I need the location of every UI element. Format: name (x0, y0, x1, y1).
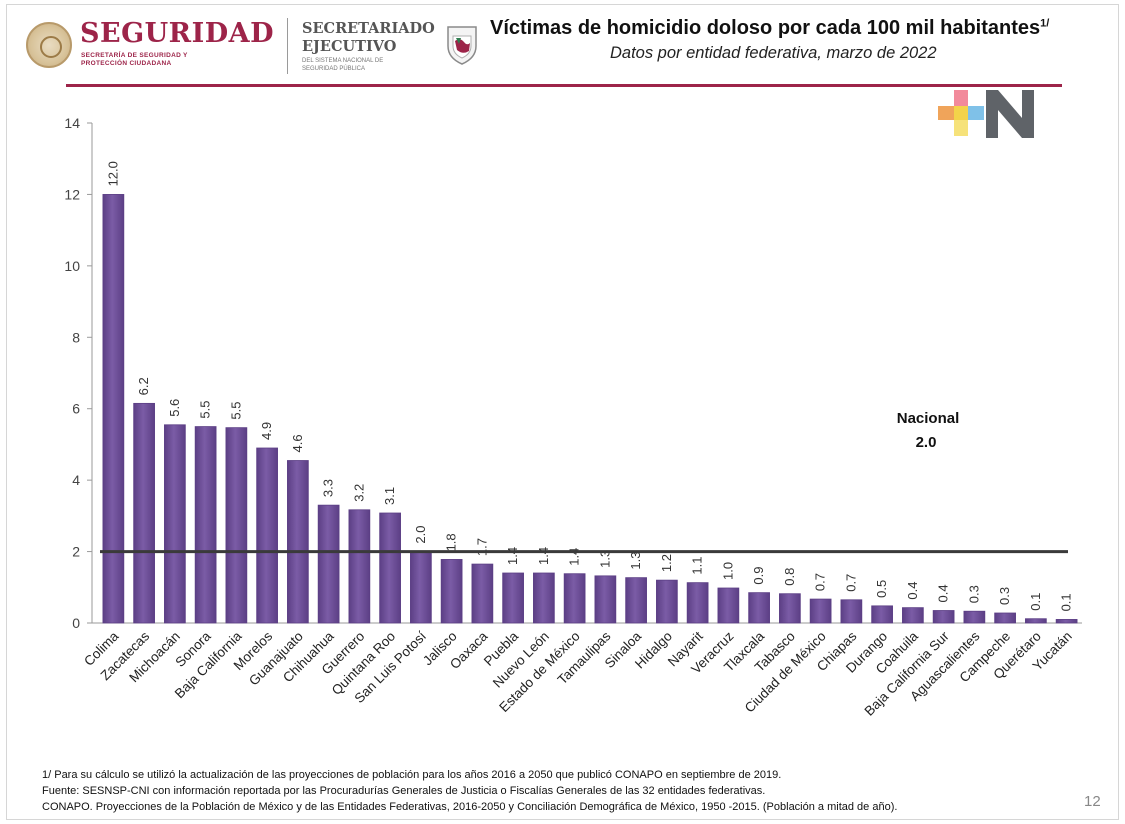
data-label: 3.2 (351, 484, 366, 502)
y-tick-label: 2 (72, 544, 80, 560)
y-tick-label: 8 (72, 329, 80, 345)
bar-16 (563, 573, 586, 624)
national-label: Nacional (897, 410, 960, 427)
data-label: 0.7 (813, 573, 828, 591)
y-tick-label: 14 (64, 115, 80, 131)
data-label: 0.8 (782, 568, 797, 586)
data-label: 0.3 (997, 587, 1012, 605)
bar-24 (809, 598, 832, 624)
bar-20 (686, 582, 709, 624)
data-label: 4.9 (259, 422, 274, 440)
bar-28 (932, 610, 955, 624)
footnote-1: 1/ Para su cálculo se utilizó la actuali… (42, 769, 782, 781)
y-tick-label: 4 (72, 472, 80, 488)
bar-6 (256, 447, 278, 624)
page-number: 12 (1084, 793, 1101, 810)
data-label: 1.1 (690, 557, 705, 575)
data-label: 0.7 (843, 574, 858, 592)
data-label: 1.4 (536, 547, 551, 565)
data-label: 1.3 (628, 552, 643, 570)
watermark-logo-icon (938, 90, 1034, 138)
bar-31 (1025, 618, 1047, 624)
data-label: 12.0 (105, 161, 120, 186)
national-value: 2.0 (916, 434, 937, 451)
bar-27 (902, 607, 924, 624)
chart-title: Víctimas de homicidio doloso por cada 10… (490, 17, 1049, 40)
secretariado-subtitle: DEL SISTEMA NACIONAL DE SEGURIDAD PÚBLIC… (302, 58, 384, 72)
bar-12 (440, 559, 463, 624)
bar-32 (1055, 619, 1078, 624)
bar-4 (194, 426, 217, 624)
data-label: 1.8 (444, 533, 459, 551)
bar-1 (102, 194, 125, 624)
header-rule (66, 84, 1062, 87)
data-label: 6.2 (136, 377, 151, 395)
data-label: 0.9 (751, 567, 766, 585)
bar-3 (164, 424, 186, 624)
bar-23 (779, 593, 801, 624)
header-divider (287, 18, 288, 74)
data-label: 0.4 (905, 582, 920, 600)
data-label: 5.5 (228, 402, 243, 420)
bar-13 (471, 563, 494, 624)
data-label: 4.6 (290, 434, 305, 452)
chart-subtitle: Datos por entidad federativa, marzo de 2… (610, 44, 937, 62)
bar-10 (379, 512, 401, 624)
logo-subtitle: SECRETARÍA DE SEGURIDAD Y PROTECCIÓN CIU… (81, 52, 188, 67)
slide-frame (6, 4, 1119, 820)
bar-chart: 0246810121412.0Colima6.2Zacatecas5.6Mich… (64, 115, 1082, 719)
bar-21 (717, 587, 740, 624)
data-label: 0.1 (1028, 593, 1043, 611)
data-label: 3.1 (382, 487, 397, 505)
data-label: 0.3 (966, 585, 981, 603)
y-tick-label: 12 (64, 186, 80, 202)
chart-title-text: Víctimas de homicidio doloso por cada 10… (490, 17, 1041, 39)
bar-2 (133, 402, 155, 624)
footnote-source: Fuente: SESNSP-CNI con información repor… (42, 785, 766, 797)
y-tick-label: 10 (64, 258, 80, 274)
data-label: 1.2 (659, 554, 674, 572)
data-label: 1.4 (505, 547, 520, 565)
secretariado-title: SECRETARIADO EJECUTIVO (302, 20, 435, 55)
bar-30 (994, 612, 1016, 624)
data-label: 1.0 (720, 562, 735, 580)
bar-15 (533, 572, 555, 624)
data-label: 0.4 (936, 584, 951, 602)
data-label: 2.0 (413, 525, 428, 543)
logo-title: SEGURIDAD (80, 18, 275, 49)
bar-11 (410, 551, 432, 624)
y-tick-label: 0 (72, 615, 80, 631)
data-label: 0.1 (1059, 593, 1074, 611)
bar-8 (317, 504, 340, 624)
coat-of-arms-icon (26, 22, 72, 68)
bar-5 (225, 427, 248, 624)
bar-7 (287, 460, 309, 624)
data-label: 3.3 (321, 479, 336, 497)
footnote-conapo: CONAPO. Proyecciones de la Población de … (42, 801, 898, 813)
bar-22 (748, 592, 770, 624)
bar-19 (656, 579, 678, 624)
y-tick-label: 6 (72, 401, 80, 417)
bar-29 (963, 610, 986, 624)
bar-18 (625, 577, 647, 624)
data-label: 5.6 (167, 399, 182, 417)
bar-17 (594, 575, 617, 624)
data-label: 1.7 (474, 538, 489, 556)
data-label: 1.3 (597, 550, 612, 568)
bar-14 (502, 572, 524, 624)
data-label: 5.5 (198, 400, 213, 418)
shield-icon (447, 26, 477, 65)
bar-25 (840, 599, 863, 624)
bar-9 (348, 509, 371, 624)
data-label: 0.5 (874, 580, 889, 598)
header: SEGURIDAD SECRETARÍA DE SEGURIDAD Y PROT… (0, 0, 1125, 90)
chart-title-note: 1/ (1040, 17, 1050, 30)
bar-26 (871, 605, 893, 624)
